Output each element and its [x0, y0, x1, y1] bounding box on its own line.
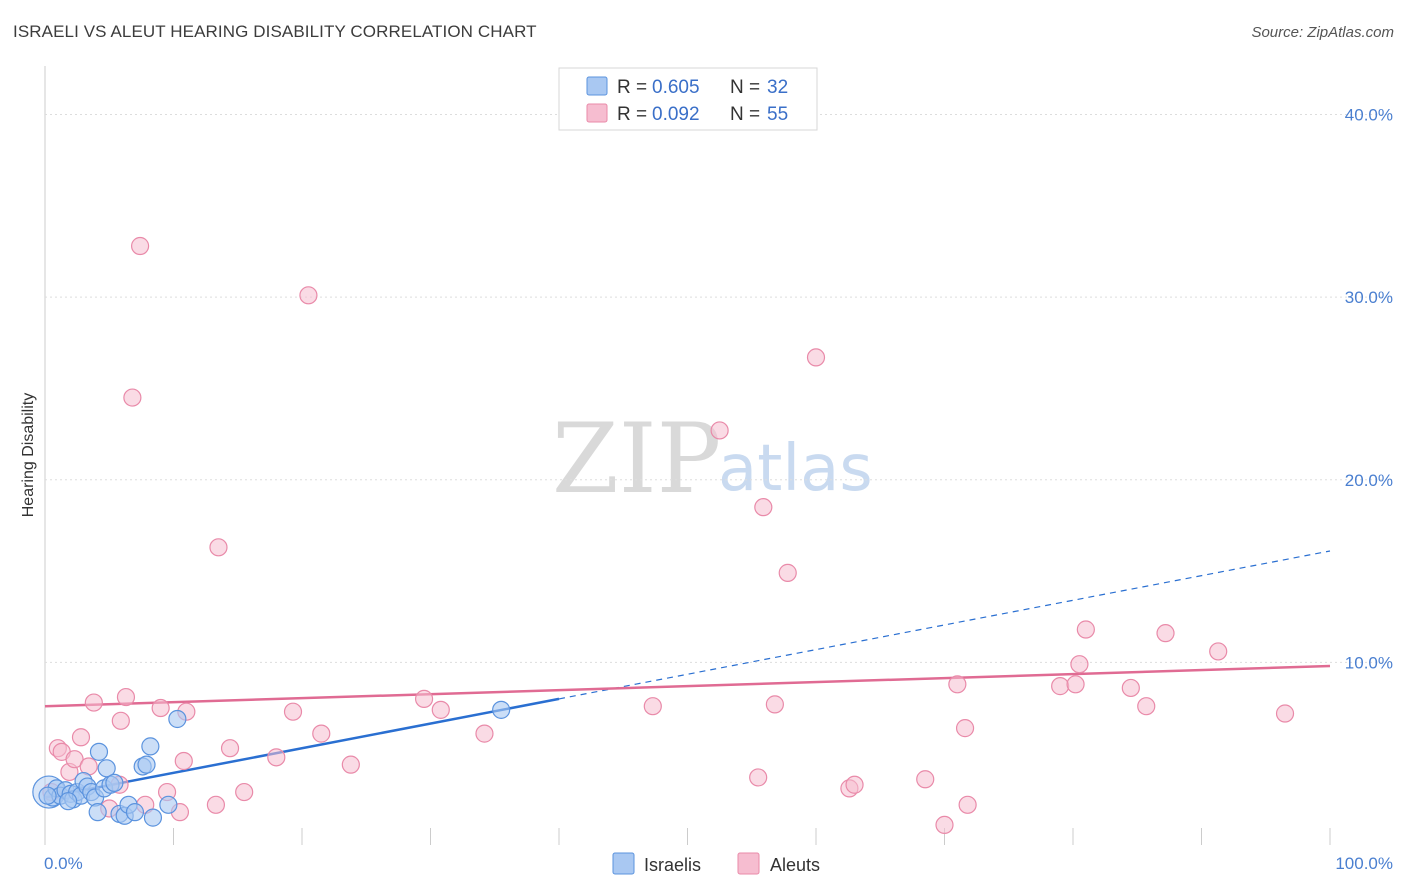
aleuts-point — [1209, 642, 1228, 661]
israelis-point — [59, 792, 78, 811]
aleuts-point — [71, 728, 91, 747]
chart-title: ISRAELI VS ALEUT HEARING DISABILITY CORR… — [13, 22, 537, 41]
source-label: Source: ZipAtlas.com — [1251, 24, 1394, 41]
aleuts-point — [1076, 620, 1095, 639]
israelis-point — [159, 795, 178, 814]
aleuts-point — [206, 795, 226, 814]
aleuts-point — [916, 770, 935, 789]
y-tick-label: 20.0% — [1345, 471, 1393, 490]
israelis-point — [89, 742, 109, 761]
legend-swatch-israelis — [586, 76, 608, 96]
aleuts-point — [935, 815, 954, 835]
y-tick-labels: 10.0% 20.0% 30.0% 40.0% — [1345, 106, 1393, 673]
israelis-points — [32, 700, 511, 827]
aleuts-point — [341, 755, 360, 774]
aleuts-point — [1156, 624, 1175, 643]
israelis-point — [141, 737, 160, 756]
aleuts-point — [209, 538, 228, 557]
watermark-atlas: atlas — [718, 432, 873, 506]
aleuts-point — [1070, 655, 1089, 674]
aleuts-point — [955, 719, 975, 738]
aleuts-point — [806, 348, 826, 367]
bottom-legend-label-aleuts: Aleuts — [770, 855, 820, 875]
trend-lines — [44, 550, 1331, 799]
y-tick-label: 10.0% — [1345, 653, 1393, 672]
aleuts-point — [267, 748, 286, 767]
israelis-point — [38, 786, 57, 805]
x-tick-label: 0.0% — [44, 854, 83, 873]
israelis-point — [105, 773, 124, 793]
aleuts-point — [431, 700, 450, 719]
israelis-point — [88, 803, 107, 822]
legend-swatch-aleuts — [586, 103, 608, 123]
aleuts-point — [123, 388, 142, 407]
legend-r-label-aleuts: R = — [617, 104, 647, 125]
watermark-zip: ZIP — [552, 403, 721, 515]
x-tick-labels: 0.0% 100.0% — [44, 854, 1393, 873]
legend-n-label-aleuts: N = — [730, 104, 760, 125]
aleuts-point — [151, 698, 170, 718]
aleuts-points — [42, 236, 1295, 835]
legend-r-value-aleuts: 0.092 — [652, 104, 700, 125]
aleuts-point — [1121, 678, 1140, 698]
aleuts-point — [111, 711, 130, 730]
legend: R = 0.605 N = 32 R = 0.092 N = 55 — [558, 67, 818, 131]
aleuts-point — [845, 775, 864, 794]
bottom-legend-label-israelis: Israelis — [644, 855, 701, 875]
aleuts-point — [299, 286, 318, 305]
israelis-point — [137, 755, 156, 774]
israelis-point — [125, 803, 145, 822]
legend-n-label-israelis: N = — [730, 77, 760, 98]
aleuts-point — [749, 768, 768, 787]
aleuts-point — [130, 236, 150, 256]
aleuts-point — [765, 695, 784, 714]
bottom-legend: Israelis Aleuts — [612, 852, 820, 875]
aleuts-point — [174, 751, 193, 771]
legend-r-value-israelis: 0.605 — [652, 77, 700, 98]
aleuts-point — [1051, 677, 1070, 696]
aleuts-point — [958, 795, 977, 814]
aleuts-point — [283, 702, 303, 721]
y-axis-label: Hearing Disability — [20, 393, 37, 518]
aleuts-point — [710, 421, 729, 440]
x-tick-label: 100.0% — [1335, 854, 1393, 873]
aleuts-point — [414, 689, 434, 709]
israelis-point — [492, 700, 511, 719]
legend-n-value-israelis: 32 — [767, 77, 788, 98]
bottom-legend-swatch-israelis — [612, 852, 635, 875]
legend-r-label-israelis: R = — [617, 77, 647, 98]
israelis-point — [168, 709, 187, 729]
israelis-trend-dashed — [558, 550, 1331, 700]
legend-n-value-aleuts: 55 — [767, 104, 788, 125]
israelis-point — [143, 808, 163, 827]
aleuts-point — [1066, 675, 1085, 694]
grid-lines — [44, 66, 1392, 845]
aleuts-point — [220, 739, 240, 758]
aleuts-trend-line — [44, 664, 1331, 708]
aleuts-point — [235, 782, 254, 802]
aleuts-point — [1275, 704, 1295, 723]
aleuts-point — [643, 697, 662, 716]
aleuts-point — [312, 724, 331, 743]
aleuts-point — [475, 724, 494, 743]
aleuts-point — [754, 498, 773, 517]
aleuts-point — [948, 675, 967, 694]
israelis-trend-solid — [44, 697, 560, 799]
aleuts-point — [116, 687, 136, 707]
y-tick-label: 30.0% — [1345, 288, 1393, 307]
aleuts-point — [84, 693, 103, 712]
aleuts-point — [778, 563, 797, 582]
aleuts-point — [65, 750, 84, 769]
bottom-legend-swatch-aleuts — [737, 852, 760, 875]
aleuts-point — [1137, 697, 1156, 716]
y-tick-label: 40.0% — [1345, 106, 1393, 125]
